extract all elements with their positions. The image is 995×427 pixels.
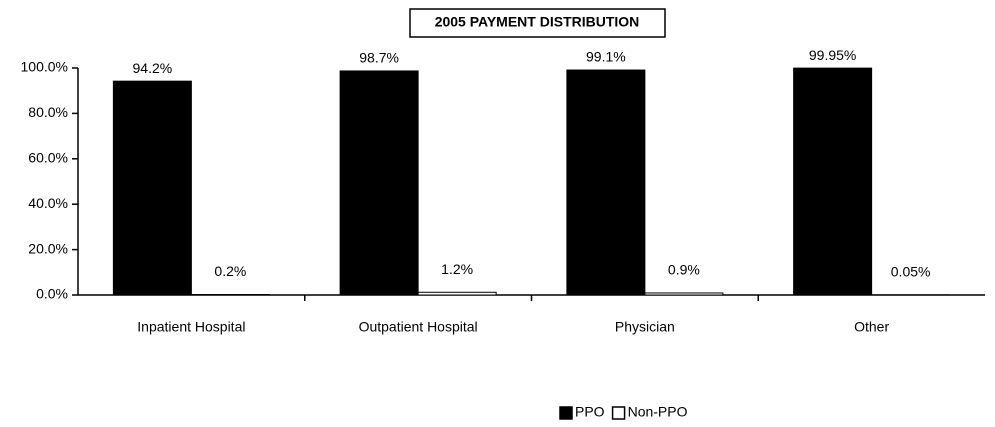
value-label: 0.05%	[891, 264, 931, 280]
bar	[793, 67, 873, 296]
legend-swatch	[559, 406, 573, 420]
x-tick-label: Outpatient Hospital	[359, 319, 478, 335]
title-box	[409, 8, 666, 38]
y-tick-label: 40.0%	[28, 195, 68, 211]
value-label: 0.9%	[668, 262, 700, 278]
x-tick-label: Inpatient Hospital	[137, 319, 245, 335]
value-label: 99.1%	[586, 49, 626, 65]
chart-title: 2005 PAYMENT DISTRIBUTION	[435, 14, 640, 30]
x-tick-label: Other	[854, 319, 889, 335]
bar	[644, 292, 724, 296]
y-tick-label: 100.0%	[21, 59, 68, 75]
bar	[112, 80, 192, 296]
legend-label: Non-PPO	[628, 404, 688, 420]
legend-label: PPO	[575, 404, 605, 420]
value-label: 1.2%	[441, 261, 473, 277]
y-tick-label: 60.0%	[28, 150, 68, 166]
x-tick-label: Physician	[615, 319, 675, 335]
y-tick-label: 20.0%	[28, 240, 68, 256]
value-label: 98.7%	[359, 50, 399, 66]
bar	[417, 291, 497, 296]
bar	[566, 69, 646, 296]
y-tick-label: 0.0%	[36, 286, 68, 302]
value-label: 99.95%	[809, 47, 856, 63]
value-label: 94.2%	[133, 60, 173, 76]
value-label: 0.2%	[214, 263, 246, 279]
bar	[339, 70, 419, 296]
legend-swatch	[611, 406, 626, 420]
y-tick-label: 80.0%	[28, 104, 68, 120]
